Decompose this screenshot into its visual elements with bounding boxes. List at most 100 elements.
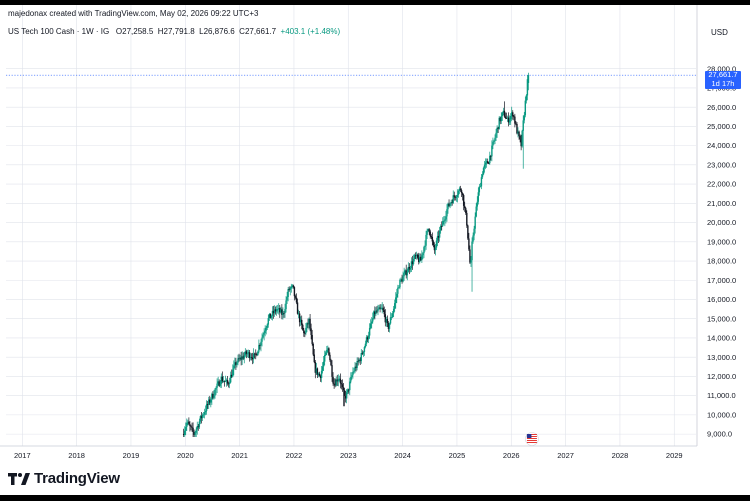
- candle-body: [516, 123, 518, 134]
- candle-body: [380, 308, 382, 310]
- candle-body: [388, 323, 391, 329]
- candle-body: [408, 266, 411, 270]
- x-tick-label: 2020: [177, 451, 194, 460]
- candle-body: [485, 161, 488, 163]
- candle-body: [271, 310, 274, 316]
- candle-body: [476, 201, 478, 207]
- candle-body: [423, 247, 425, 254]
- tradingview-logo-icon: [8, 472, 30, 485]
- candle-body: [461, 193, 464, 196]
- candle-body: [302, 324, 304, 330]
- change-value: +403.1 (+1.48%): [280, 27, 341, 36]
- candle-body: [344, 395, 347, 399]
- candle-body: [431, 237, 434, 242]
- candle-body: [411, 261, 414, 265]
- candle-body: [378, 307, 380, 309]
- candle-body: [369, 323, 372, 328]
- x-tick-label: 2028: [612, 451, 629, 460]
- candle-body: [360, 353, 362, 362]
- candle-body: [193, 431, 195, 435]
- candle-body: [452, 195, 454, 203]
- candle-body: [288, 289, 290, 291]
- candle-body: [364, 343, 367, 348]
- candle-body: [213, 395, 215, 398]
- candle-body: [479, 186, 482, 188]
- flag-stripe: [526, 436, 537, 437]
- candle-body: [331, 365, 333, 377]
- candle-body: [345, 392, 348, 399]
- candle-body: [481, 174, 484, 178]
- x-tick-label: 2025: [449, 451, 466, 460]
- candle-body: [222, 381, 225, 382]
- candle-body: [400, 279, 402, 281]
- candle-body: [448, 203, 450, 206]
- candle-body: [363, 347, 366, 352]
- candle-body: [446, 209, 448, 217]
- candle-body: [198, 421, 201, 428]
- candle-body: [354, 366, 356, 371]
- candle-body: [465, 208, 467, 213]
- x-tick-label: 2017: [14, 451, 31, 460]
- close-label: C: [239, 27, 245, 36]
- candle-body: [468, 238, 470, 250]
- candle-body: [484, 162, 487, 165]
- candle-body: [246, 353, 249, 355]
- candle-body: [478, 186, 481, 193]
- candle-body: [414, 255, 417, 257]
- candle-body: [457, 190, 460, 195]
- candle-body: [239, 357, 241, 360]
- candle-body: [217, 381, 219, 384]
- candle-body: [201, 414, 204, 419]
- candle-body: [421, 255, 423, 261]
- candle-body: [295, 297, 298, 303]
- candle-body: [450, 202, 452, 204]
- candle-body: [420, 256, 422, 261]
- candle-body: [310, 328, 312, 335]
- currency-label[interactable]: USD: [711, 28, 728, 37]
- candle-body: [413, 255, 416, 260]
- candle-body: [236, 362, 238, 365]
- candle-body: [228, 382, 231, 384]
- candle-body: [372, 318, 374, 322]
- candle-body: [419, 256, 421, 263]
- tradingview-logo[interactable]: TradingView: [8, 470, 120, 487]
- x-tick-label: 2024: [394, 451, 411, 460]
- candle-body: [348, 389, 350, 391]
- candle-body: [449, 203, 451, 206]
- chart-canvas[interactable]: 9,000.0 10,000.0 11,000.0 12,000.0 13,000.0 1…: [0, 5, 750, 495]
- y-tick-label: 13,000.0: [707, 353, 736, 362]
- symbol-legend[interactable]: US Tech 100 Cash · 1W · IG O27,258.5 H27…: [8, 27, 340, 36]
- y-tick-label: 10,000.0: [707, 410, 736, 419]
- low-value: 26,876.6: [203, 27, 235, 36]
- candle-body: [349, 381, 351, 391]
- x-tick-label: 2027: [557, 451, 574, 460]
- candle-body: [188, 421, 190, 425]
- candle-body: [210, 399, 212, 403]
- candle-body: [403, 273, 405, 277]
- candle-body: [252, 353, 255, 360]
- candle-body: [433, 245, 436, 251]
- candle-body: [524, 100, 527, 116]
- candle-body: [307, 323, 309, 325]
- candle-body: [442, 221, 444, 227]
- candle-body: [340, 383, 343, 385]
- candle-body: [334, 384, 336, 386]
- candle-body: [501, 112, 504, 116]
- candle-body: [326, 349, 328, 353]
- candle-body: [424, 245, 426, 248]
- candle-body: [507, 117, 510, 123]
- candle-body: [480, 177, 483, 187]
- candle-body: [491, 145, 493, 157]
- candle-body: [211, 393, 213, 400]
- candle-body: [229, 374, 232, 383]
- candle-body: [227, 383, 230, 385]
- candle-body: [511, 112, 513, 117]
- high-label: H: [157, 27, 164, 36]
- candle-body: [382, 307, 384, 311]
- open-value: 27,258.5: [122, 27, 154, 36]
- flag-stripe: [526, 434, 537, 435]
- candle-body: [475, 206, 477, 217]
- candle-body: [527, 75, 530, 83]
- candle-body: [519, 135, 521, 140]
- candle-body: [517, 131, 519, 134]
